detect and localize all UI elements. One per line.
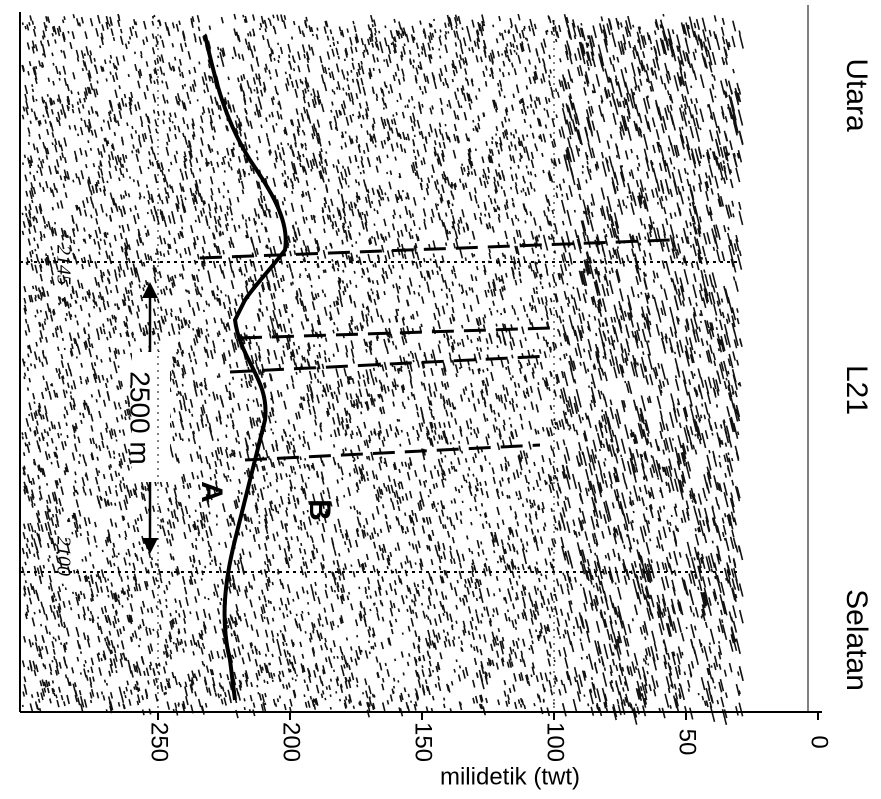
scale-bar xyxy=(132,282,170,554)
tick-label: 50 xyxy=(674,729,701,756)
axis-ticks: 250 200 150 100 50 0 xyxy=(146,20,833,762)
side-label: Utara xyxy=(840,58,873,132)
seismic-texture xyxy=(21,13,744,725)
fault-lines xyxy=(199,238,671,462)
axis-label: milidetik (twt) xyxy=(440,763,580,790)
tick-label: 200 xyxy=(278,722,305,762)
horizon-label: B xyxy=(303,499,336,521)
side-label: Selatan xyxy=(840,589,873,691)
shot-lines xyxy=(20,261,740,573)
side-label: L21 xyxy=(840,365,873,415)
seismic-strokes xyxy=(21,13,744,725)
shot-point-label: 2100 xyxy=(52,536,74,576)
scale-label: 2500 m xyxy=(125,371,156,464)
horizon-line xyxy=(203,34,288,701)
tick-label: 250 xyxy=(146,722,173,762)
tick-label: 0 xyxy=(806,735,833,748)
horizon-label: A xyxy=(195,481,228,503)
tick-label: 150 xyxy=(410,722,437,762)
shot-point-label: 2145 xyxy=(52,245,74,285)
tick-label: 100 xyxy=(542,722,569,762)
